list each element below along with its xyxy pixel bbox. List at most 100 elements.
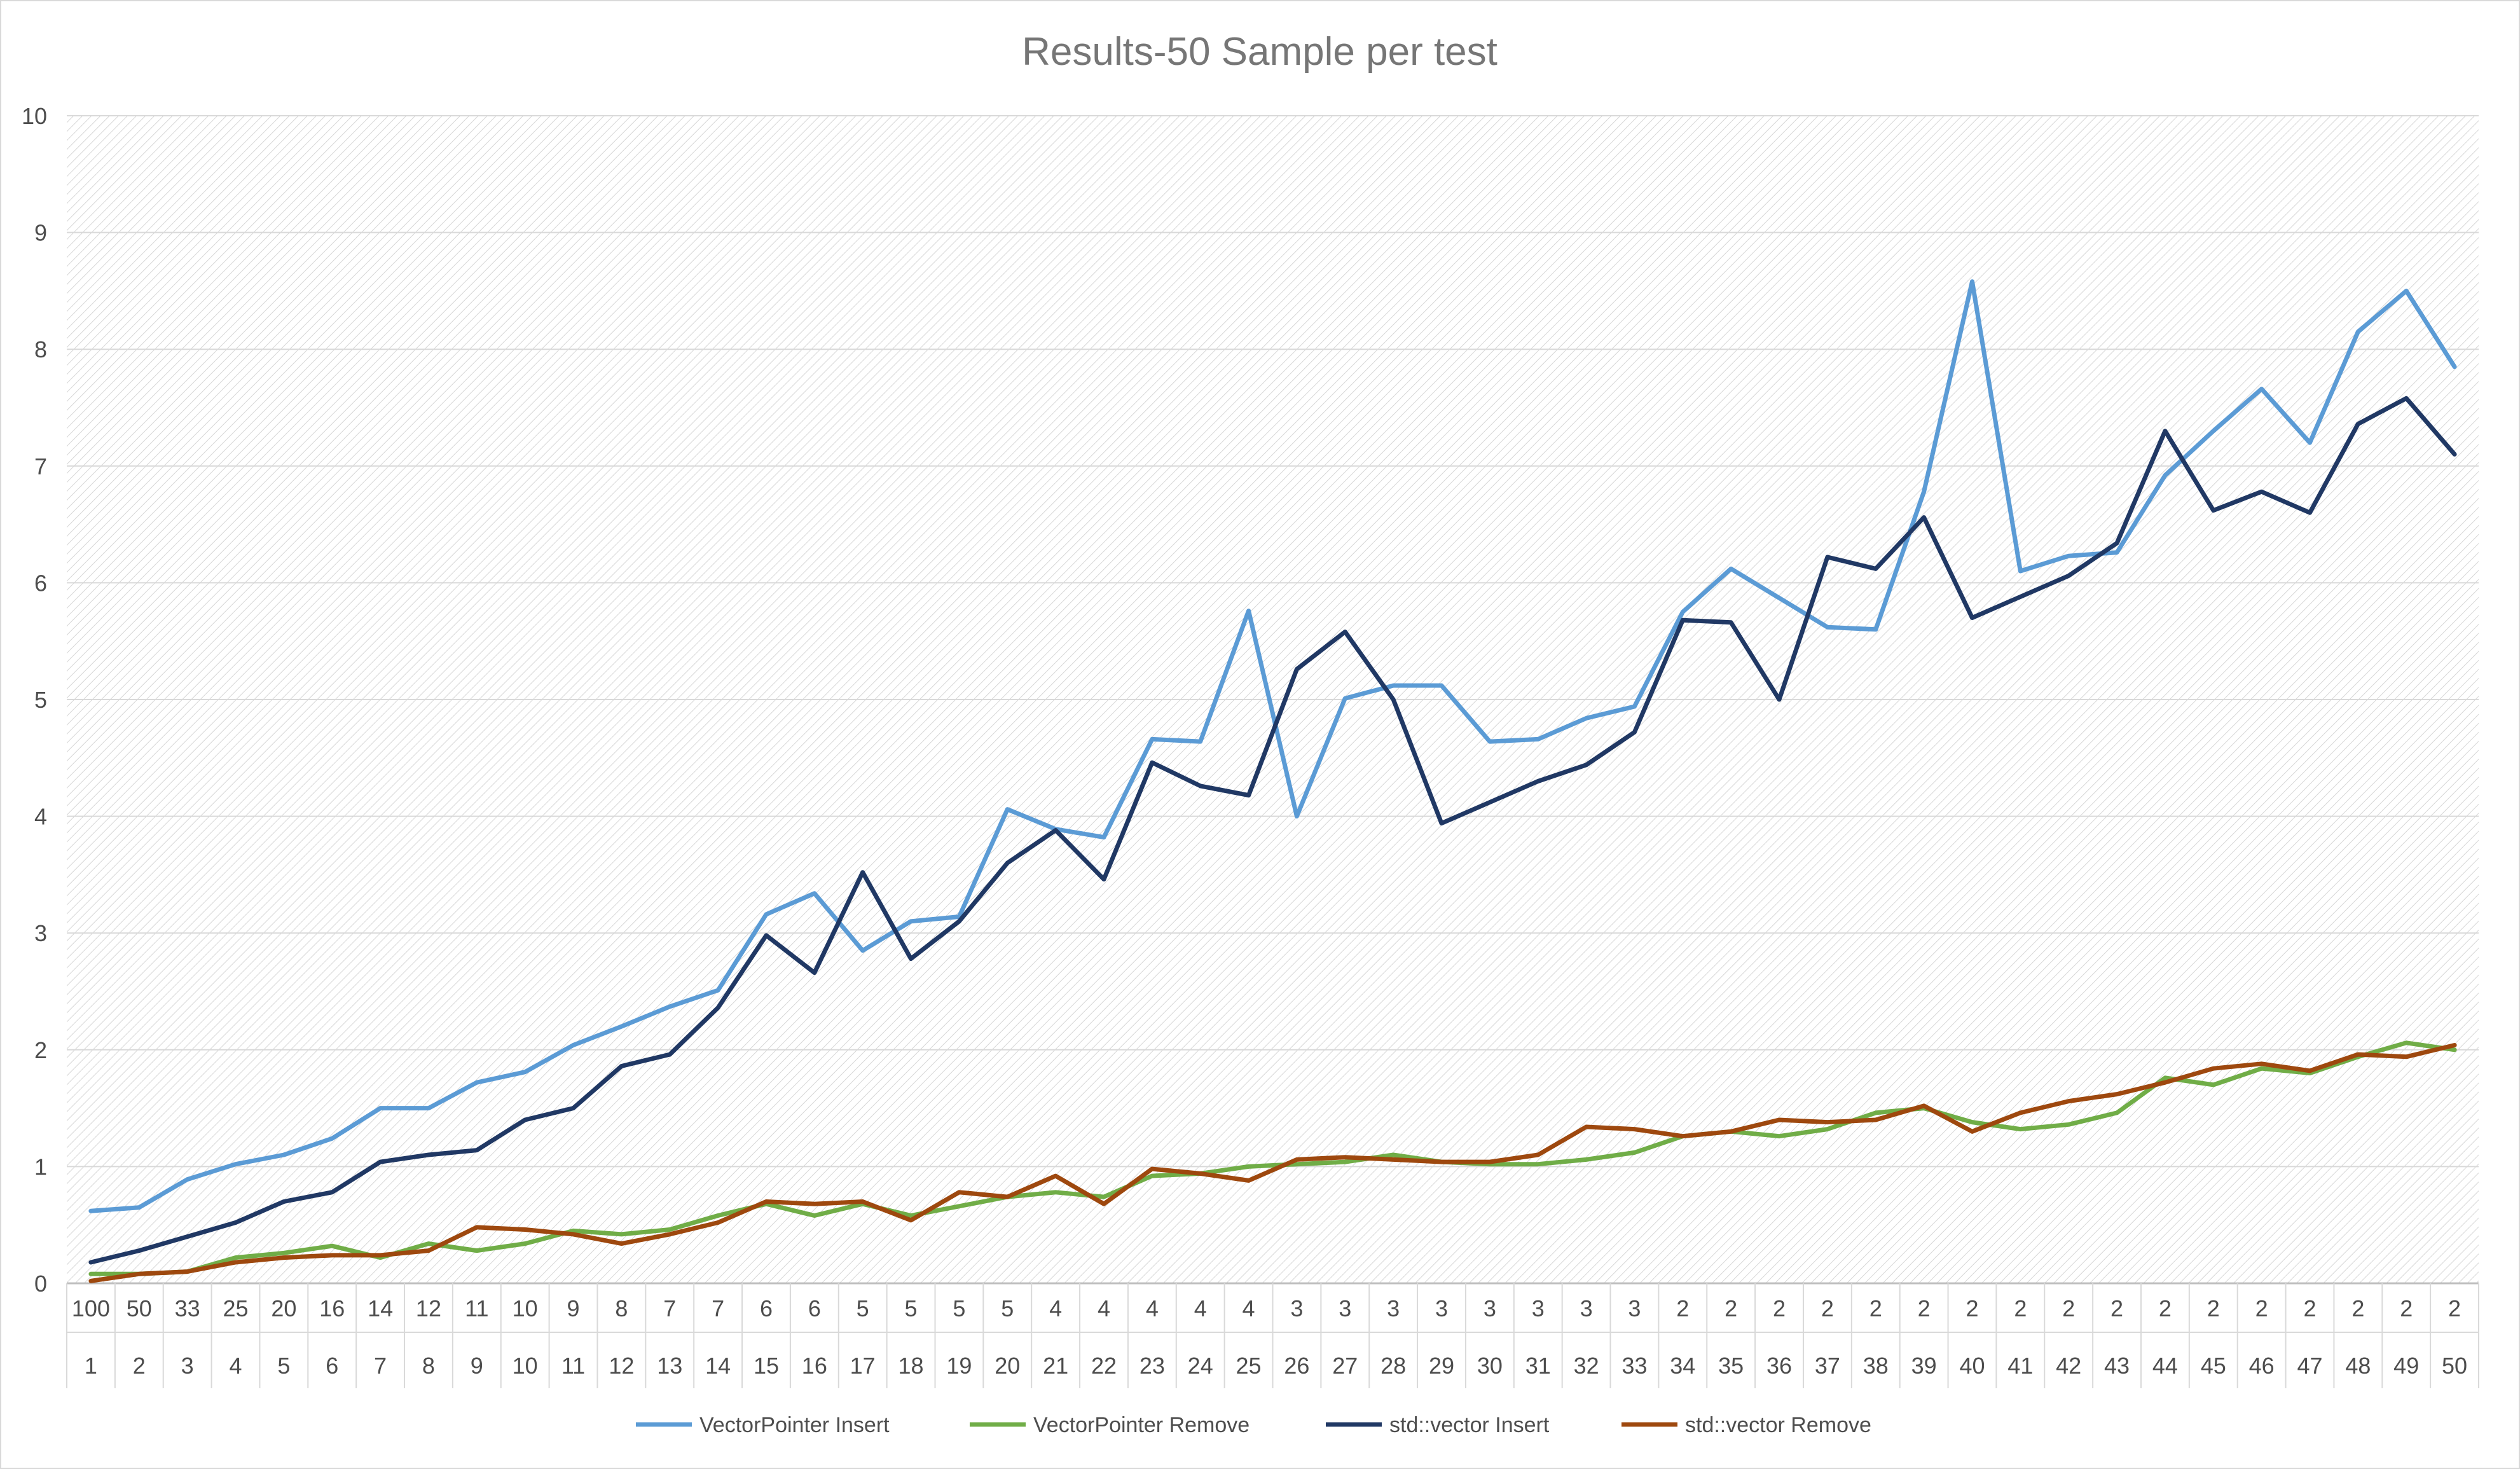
x-tick-label-top: 3	[1580, 1295, 1593, 1321]
x-tick-label-top: 2	[1725, 1295, 1737, 1321]
x-tick-label-bottom: 40	[1959, 1353, 1985, 1379]
series-line-vectorpointer-remove	[88, 1040, 2457, 1276]
x-tick-label-bottom: 42	[2056, 1353, 2081, 1379]
x-tick-label-top: 11	[465, 1295, 488, 1321]
x-tick-label-top: 2	[2110, 1295, 2123, 1321]
x-tick-label-top: 2	[2255, 1295, 2268, 1321]
chart-title: Results-50 Sample per test	[1022, 30, 1498, 74]
x-tick-label-bottom: 49	[2393, 1353, 2419, 1379]
x-tick-label-bottom: 28	[1380, 1353, 1406, 1379]
x-tick-label-top: 33	[175, 1295, 200, 1321]
y-tick-label: 9	[34, 220, 47, 246]
x-tick-label-top: 3	[1484, 1295, 1496, 1321]
series-line-std-vector-remove	[88, 1043, 2457, 1283]
legend-label: VectorPointer Remove	[1033, 1413, 1250, 1437]
legend-label: std::vector Remove	[1685, 1413, 1871, 1437]
x-tick-label-top: 2	[2448, 1295, 2461, 1321]
x-tick-label-bottom: 2	[133, 1353, 146, 1379]
legend-label: VectorPointer Insert	[699, 1413, 890, 1437]
x-tick-label-bottom: 1	[85, 1353, 97, 1379]
y-tick-label: 8	[34, 336, 47, 362]
x-tick-label-top: 4	[1098, 1295, 1110, 1321]
x-tick-label-bottom: 36	[1766, 1353, 1792, 1379]
x-tick-label-bottom: 22	[1091, 1353, 1117, 1379]
x-tick-label-bottom: 17	[850, 1353, 876, 1379]
x-tick-label-bottom: 6	[326, 1353, 338, 1379]
x-tick-label-top: 3	[1435, 1295, 1448, 1321]
x-tick-label-top: 2	[1918, 1295, 1931, 1321]
x-tick-label-top: 14	[368, 1295, 393, 1321]
series-line-std-vector-insert	[88, 396, 2457, 1265]
x-tick-label-top: 7	[663, 1295, 676, 1321]
x-tick-label-bottom: 32	[1574, 1353, 1599, 1379]
x-tick-label-top: 2	[2400, 1295, 2413, 1321]
x-tick-label-bottom: 34	[1670, 1353, 1695, 1379]
x-tick-label-top: 2	[2062, 1295, 2075, 1321]
x-tick-label-top: 12	[416, 1295, 441, 1321]
x-tick-label-top: 3	[1290, 1295, 1303, 1321]
x-tick-label-bottom: 38	[1863, 1353, 1889, 1379]
x-tick-label-top: 6	[760, 1295, 773, 1321]
y-tick-label: 3	[34, 920, 47, 946]
x-tick-label-top: 5	[857, 1295, 869, 1321]
x-tick-label-bottom: 23	[1140, 1353, 1165, 1379]
x-tick-label-top: 3	[1628, 1295, 1641, 1321]
x-tick-label-bottom: 15	[754, 1353, 779, 1379]
x-axis-table: 100 50 33 25 20 16 14 12 11 10 9 8 7 7 6 6 5 5 5 5 4 4 4 4 4 3 3 3 3…	[66, 1283, 2479, 1388]
x-tick-label-bottom: 13	[657, 1353, 682, 1379]
x-tick-label-bottom: 24	[1188, 1353, 1213, 1379]
x-tick-label-top: 4	[1146, 1295, 1159, 1321]
x-tick-label-top: 3	[1532, 1295, 1545, 1321]
x-tick-label-top: 50	[127, 1295, 152, 1321]
x-tick-label-top: 10	[513, 1295, 538, 1321]
x-tick-label-bottom: 8	[422, 1353, 435, 1379]
x-tick-label-top: 2	[2207, 1295, 2220, 1321]
x-tick-label-top: 6	[808, 1295, 821, 1321]
legend: VectorPointer Insert VectorPointer Remove…	[636, 1413, 1871, 1437]
x-tick-label-bottom: 30	[1477, 1353, 1503, 1379]
x-tick-label-bottom: 12	[609, 1353, 634, 1379]
x-tick-label-top: 100	[72, 1295, 110, 1321]
x-tick-label-bottom: 39	[1911, 1353, 1937, 1379]
x-tick-label-bottom: 44	[2152, 1353, 2178, 1379]
x-tick-label-bottom: 3	[181, 1353, 194, 1379]
x-tick-label-bottom: 9	[471, 1353, 483, 1379]
x-tick-label-bottom: 27	[1332, 1353, 1358, 1379]
x-tick-label-top: 5	[905, 1295, 918, 1321]
x-tick-label-top: 2	[1773, 1295, 1786, 1321]
x-tick-label-bottom: 33	[1621, 1353, 1647, 1379]
x-tick-label-top: 20	[271, 1295, 296, 1321]
legend-label: std::vector Insert	[1389, 1413, 1550, 1437]
x-tick-label-top: 25	[223, 1295, 248, 1321]
y-tick-label: 6	[34, 570, 47, 596]
x-tick-label-bottom: 47	[2297, 1353, 2322, 1379]
x-tick-label-bottom: 48	[2345, 1353, 2371, 1379]
y-axis: 0 1 2 3 4 5 6 7 8 9 10	[22, 103, 47, 1297]
x-tick-label-bottom: 21	[1043, 1353, 1068, 1379]
x-tick-label-top: 2	[1869, 1295, 1882, 1321]
x-tick-label-top: 2	[1966, 1295, 1978, 1321]
x-tick-label-bottom: 45	[2201, 1353, 2226, 1379]
x-tick-label-bottom: 10	[513, 1353, 538, 1379]
series-layer	[88, 279, 2457, 1283]
x-tick-label-top: 2	[2014, 1295, 2027, 1321]
x-tick-label-top: 2	[1676, 1295, 1689, 1321]
series-line-vectorpointer-insert	[88, 279, 2457, 1213]
y-tick-label: 1	[34, 1154, 47, 1180]
x-tick-label-bottom: 19	[946, 1353, 972, 1379]
x-tick-label-top: 9	[567, 1295, 580, 1321]
x-tick-label-bottom: 43	[2104, 1353, 2130, 1379]
x-tick-label-bottom: 5	[277, 1353, 290, 1379]
x-tick-label-bottom: 18	[899, 1353, 924, 1379]
x-tick-label-top: 2	[2351, 1295, 2364, 1321]
y-tick-label: 7	[34, 453, 47, 479]
x-tick-label-bottom: 29	[1429, 1353, 1454, 1379]
x-tick-label-top: 4	[1243, 1295, 1255, 1321]
x-tick-label-bottom: 35	[1718, 1353, 1744, 1379]
x-tick-label-top: 7	[712, 1295, 724, 1321]
x-tick-label-bottom: 4	[229, 1353, 242, 1379]
x-tick-label-top: 16	[319, 1295, 345, 1321]
x-tick-label-bottom: 25	[1236, 1353, 1262, 1379]
x-tick-label-top: 2	[2303, 1295, 2316, 1321]
